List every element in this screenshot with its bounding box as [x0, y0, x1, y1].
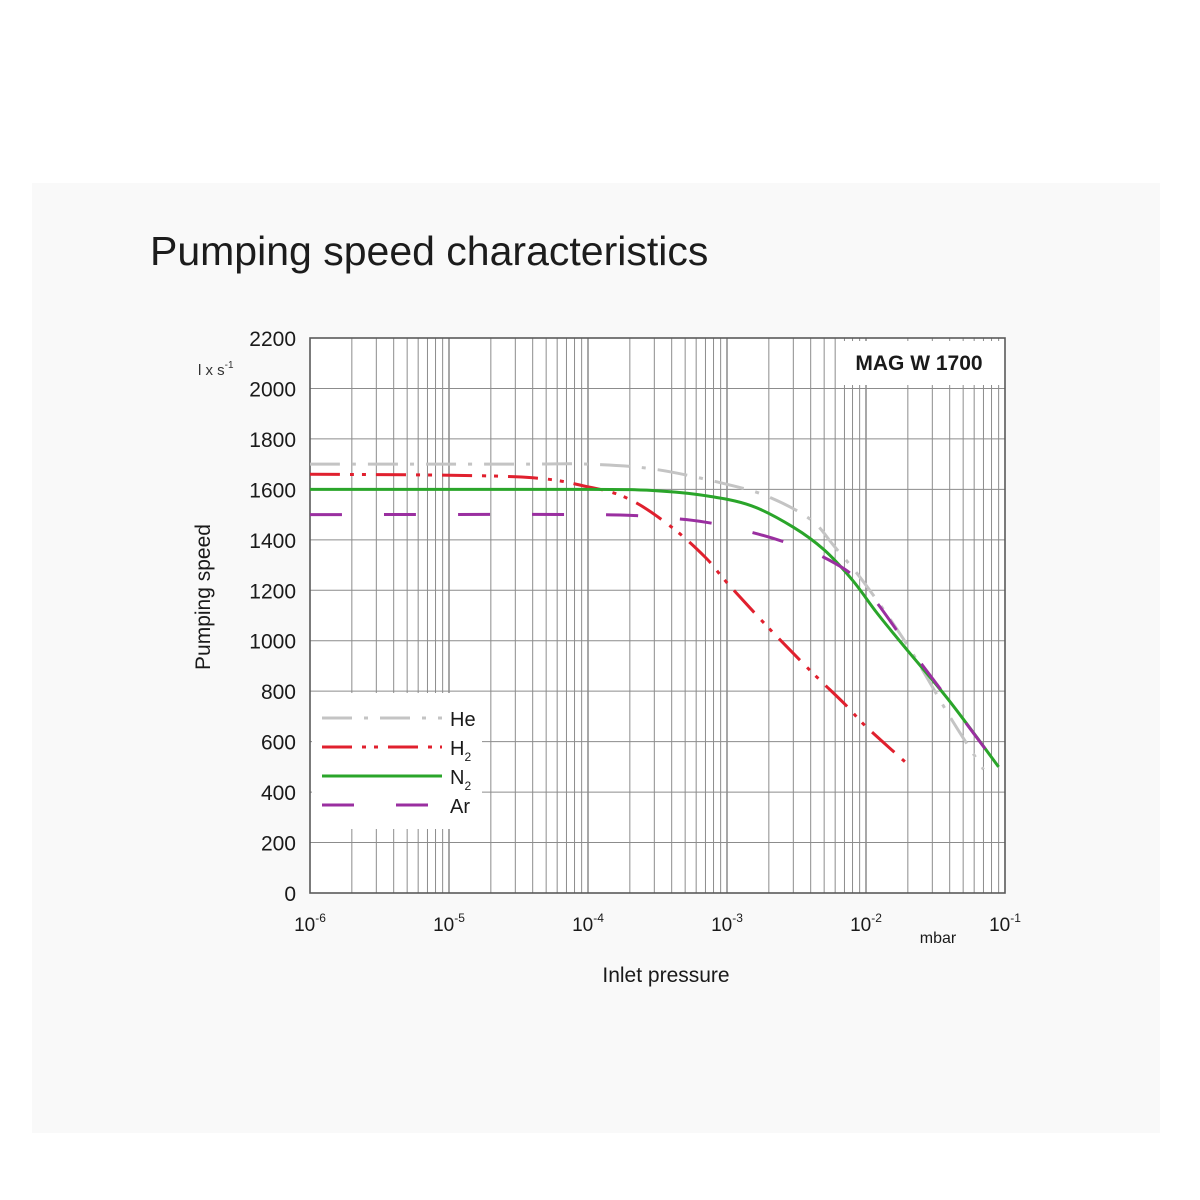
- x-tick-label: 10-4: [572, 911, 604, 936]
- x-tick-label: 10-5: [433, 911, 465, 936]
- series-line-h2: [309, 472, 909, 766]
- x-tick-exponent: -1: [1010, 911, 1021, 925]
- page-title: Pumping speed characteristics: [150, 228, 709, 274]
- x-tick-base: 10: [433, 915, 454, 936]
- axis-ticks: 0 200 400 600 800 1000 1200 1400 1600 1800 2000 220…: [249, 328, 1021, 936]
- legend-label-name: He: [450, 709, 476, 731]
- x-tick-base: 10: [572, 915, 593, 936]
- x-tick-exponent: -6: [315, 911, 326, 925]
- y-tick-label: 200: [261, 833, 296, 856]
- y-tick-label: 1000: [249, 631, 296, 654]
- legend-label: He: [450, 709, 476, 731]
- x-tick-label: 10-1: [989, 911, 1021, 936]
- legend-label-subscript: 2: [464, 779, 471, 793]
- x-tick-label: 10-6: [294, 911, 326, 936]
- legend-label-name: H: [450, 738, 464, 760]
- y-tick-label: 1800: [249, 429, 296, 452]
- x-tick-label: 10-3: [711, 911, 743, 936]
- legend-label: N2: [450, 767, 471, 793]
- legend-label-name: Ar: [450, 796, 470, 818]
- y-axis-label: Pumping speed: [192, 524, 215, 670]
- x-tick-exponent: -2: [871, 911, 882, 925]
- x-unit-label: mbar: [920, 930, 957, 947]
- y-unit-exponent: -1: [225, 360, 234, 371]
- model-label: MAG W 1700: [855, 352, 982, 375]
- x-tick-base: 10: [711, 915, 732, 936]
- x-tick-base: 10: [850, 915, 871, 936]
- x-axis-label: Inlet pressure: [602, 964, 729, 987]
- y-tick-label: 600: [261, 732, 296, 755]
- y-tick-label: 0: [284, 883, 296, 906]
- y-tick-label: 1200: [249, 580, 296, 603]
- x-tick-exponent: -5: [454, 911, 465, 925]
- y-tick-label: 400: [261, 782, 296, 805]
- x-tick-label: 10-2: [850, 911, 882, 936]
- y-unit-label: l x s-1: [198, 360, 234, 379]
- x-tick-base: 10: [294, 915, 315, 936]
- series-line-n2: [309, 487, 1000, 768]
- x-tick-exponent: -4: [593, 911, 604, 925]
- legend-label: H2: [450, 738, 471, 764]
- y-tick-label: 2000: [249, 378, 296, 401]
- legend-label-name: N: [450, 767, 464, 789]
- y-tick-label: 800: [261, 681, 296, 704]
- y-tick-label: 1600: [249, 479, 296, 502]
- series-line-he: [309, 462, 985, 771]
- x-tick-base: 10: [989, 915, 1010, 936]
- y-unit-text: l x s: [198, 362, 225, 379]
- plot-frame: [309, 337, 1006, 894]
- legend-label-subscript: 2: [464, 750, 471, 764]
- y-tick-label: 1400: [249, 530, 296, 553]
- legend-label: Ar: [450, 796, 470, 818]
- series-curves: [309, 462, 1000, 771]
- model-label-box: MAG W 1700: [836, 341, 1002, 385]
- x-tick-exponent: -3: [732, 911, 743, 925]
- y-tick-label: 2200: [249, 328, 296, 351]
